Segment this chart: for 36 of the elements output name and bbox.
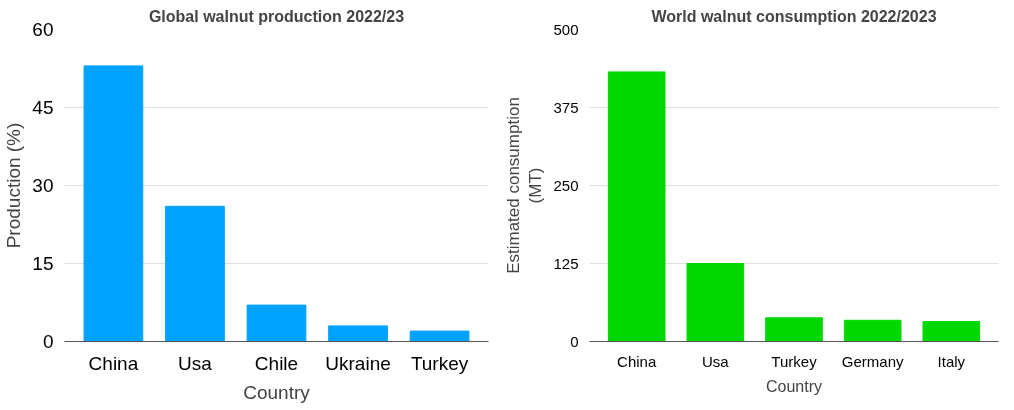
bar (686, 263, 745, 342)
x-tick-label: Usa (702, 352, 730, 370)
x-tick-label: Ukraine (325, 352, 391, 374)
x-tick-label: Germany (841, 352, 904, 370)
chart-title: Global walnut production 2022/23 (148, 7, 405, 25)
bar (165, 205, 225, 342)
y-tick-label: 0 (42, 331, 54, 352)
bar (922, 321, 981, 342)
x-tick-label: Italy (937, 352, 966, 370)
bar (328, 325, 388, 342)
y-axis-title: Estimated consumption (MT) (503, 97, 546, 274)
x-tick-label: Turkey (771, 352, 818, 370)
y-tick-label: 250 (553, 176, 579, 194)
y-tick-label: 375 (553, 98, 579, 116)
x-tick-label: Usa (178, 352, 213, 374)
bar (83, 65, 144, 342)
x-tick-label: Turkey (410, 352, 469, 374)
x-tick-label: Chile (254, 352, 299, 374)
chart-title: World walnut consumption 2022/2023 (651, 7, 937, 25)
y-tick-label: 30 (32, 175, 54, 196)
y-tick-label: 45 (32, 97, 54, 118)
y-tick-label: 125 (553, 254, 579, 272)
bar (765, 317, 823, 342)
y-tick-label: 500 (553, 20, 579, 38)
bar (409, 330, 470, 342)
x-tick-label: China (617, 352, 657, 370)
bar (843, 319, 902, 342)
bar (607, 71, 666, 342)
y-axis-title: Production (%) (3, 122, 25, 249)
y-tick-label: 0 (570, 332, 579, 350)
bar (246, 304, 307, 342)
x-tick-label: China (88, 352, 139, 374)
x-axis-title: Country (243, 381, 311, 403)
y-tick-label: 60 (32, 19, 54, 40)
x-axis-title: Country (765, 377, 823, 395)
y-tick-label: 15 (32, 253, 54, 274)
